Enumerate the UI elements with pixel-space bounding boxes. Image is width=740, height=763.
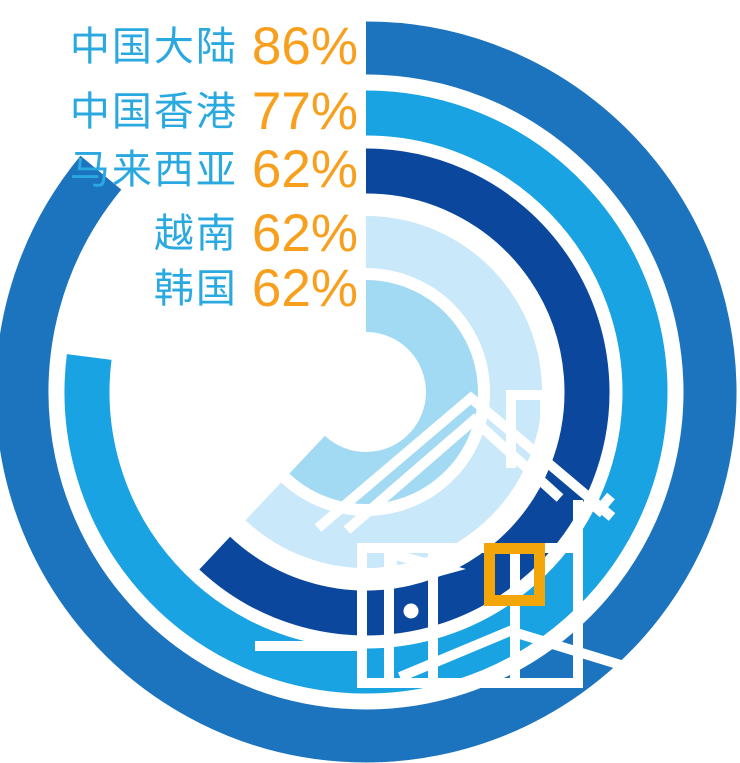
ring-arc-0: [0, 21, 737, 763]
house-pennant: [387, 547, 467, 591]
house-window-accent: [484, 543, 545, 606]
house-ramp-line: [398, 625, 652, 682]
house-roof-inner: [343, 413, 564, 534]
ring-arc-1: [64, 90, 668, 694]
house-outline-icon: [255, 390, 652, 688]
house-chimney: [506, 390, 550, 468]
ring-arc-2: [199, 148, 610, 636]
house-body: [357, 543, 583, 688]
house-eave-tick: [592, 492, 615, 518]
door-knob-dot: [403, 603, 419, 619]
house-roof-outer: [314, 391, 616, 532]
